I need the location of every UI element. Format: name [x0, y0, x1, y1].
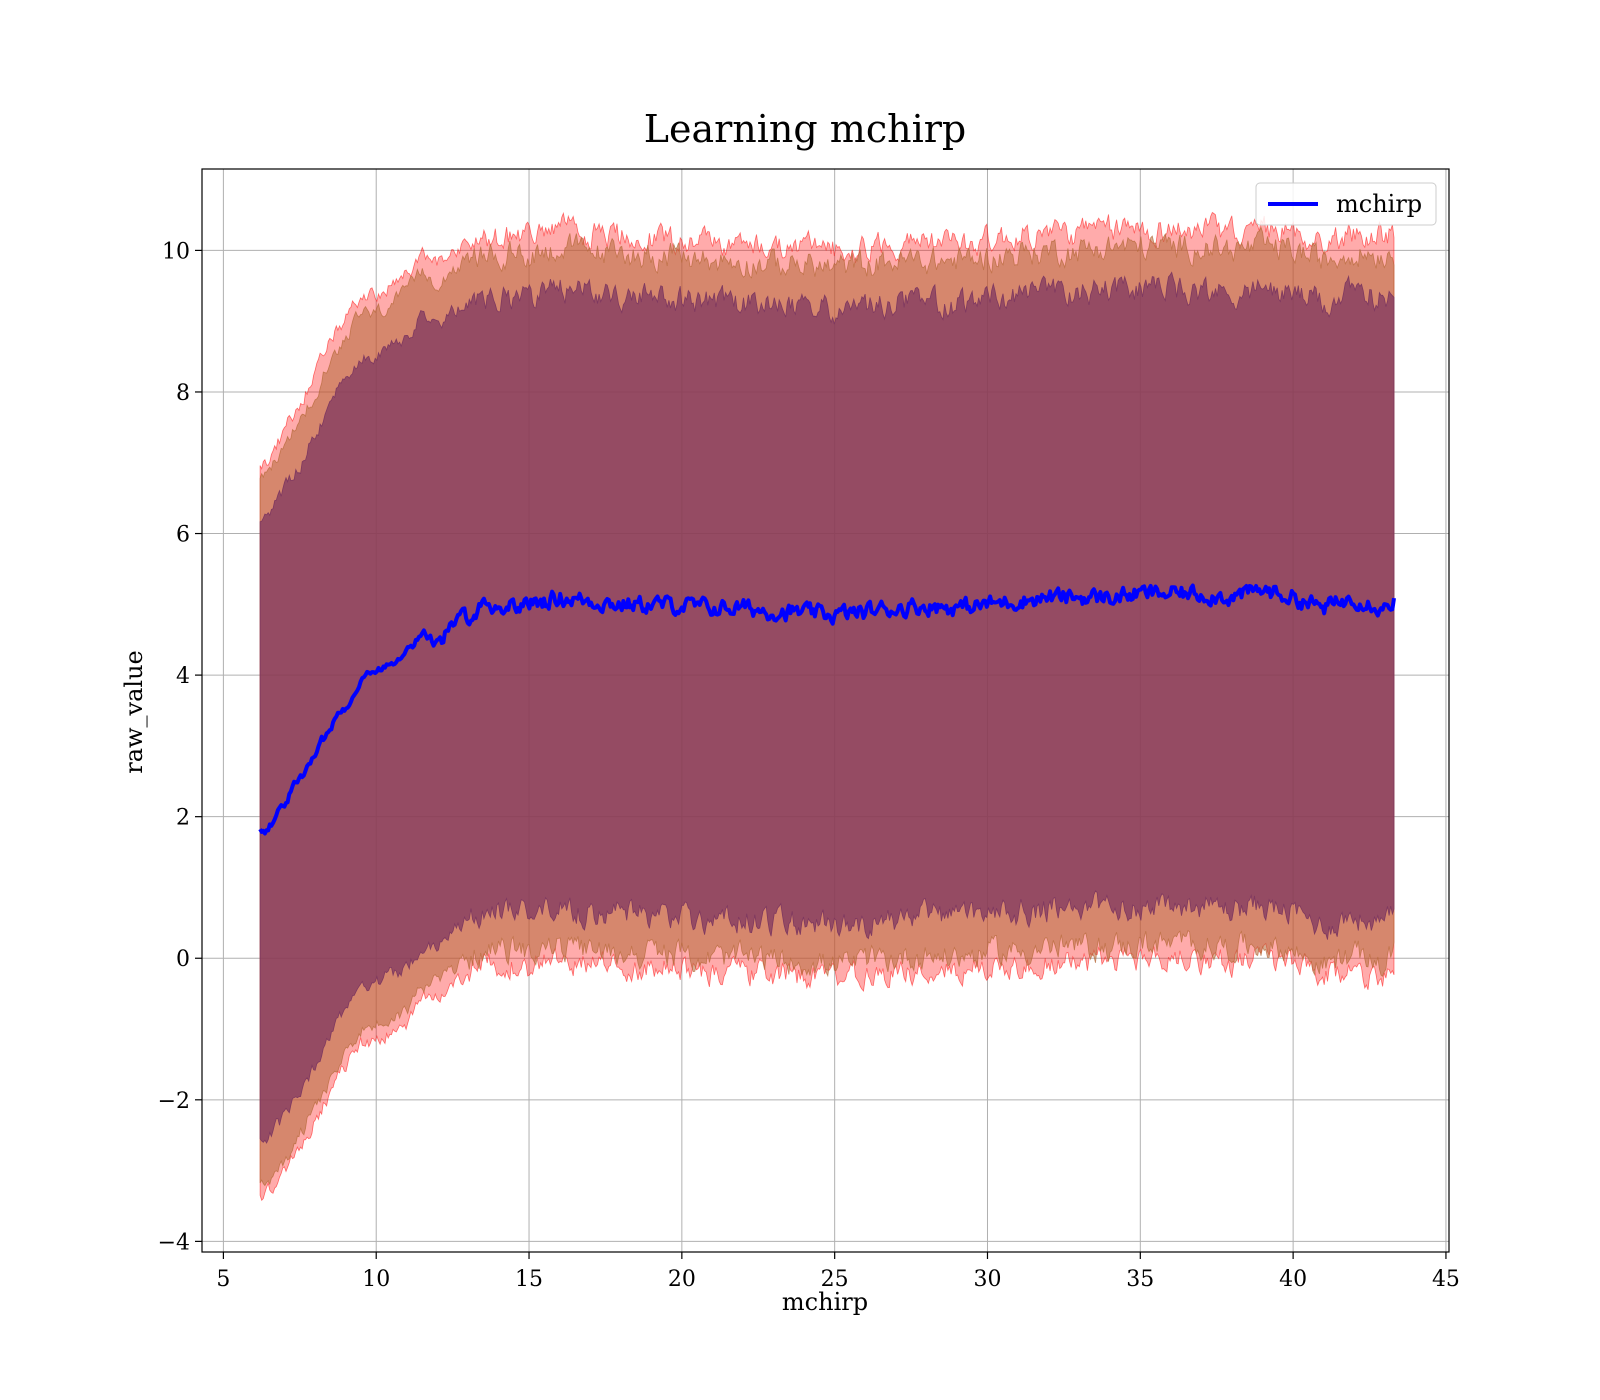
x-tick-label: 45	[1432, 1267, 1460, 1292]
y-tick-label: 8	[176, 381, 190, 406]
x-tick-label: 20	[668, 1267, 696, 1292]
x-tick-label: 25	[821, 1267, 849, 1292]
x-tick-label: 5	[216, 1267, 230, 1292]
lines	[258, 583, 1396, 836]
x-tick-label: 40	[1279, 1267, 1307, 1292]
chart-title: Learning mchirp	[644, 107, 966, 151]
band-inner	[259, 271, 1395, 1144]
y-tick-label: 2	[176, 806, 190, 831]
x-tick-label: 10	[362, 1267, 390, 1292]
series-line-mchirp	[258, 583, 1396, 836]
y-tick-label: −4	[158, 1230, 190, 1255]
x-tick-label: 35	[1126, 1267, 1154, 1292]
bands	[259, 211, 1395, 1202]
y-axis-ticks: −4 −2 0 2 4 6 8 10	[158, 239, 202, 1255]
y-tick-label: 6	[176, 523, 190, 548]
axes-frame	[201, 168, 1450, 1253]
y-tick-label: 4	[176, 664, 190, 689]
x-tick-label: 15	[515, 1267, 543, 1292]
legend: mchirp	[1255, 182, 1437, 226]
x-tick-label: 30	[973, 1267, 1001, 1292]
y-tick-label: 0	[176, 947, 190, 972]
y-tick-label: 10	[162, 239, 190, 264]
x-axis-ticks: 5 10 15 20 25 30 35 40 45	[216, 1252, 1460, 1292]
x-axis-label: mchirp	[782, 1288, 868, 1316]
y-axis-label: raw_value	[120, 650, 148, 774]
legend-box	[1255, 182, 1437, 226]
legend-label-mchirp: mchirp	[1336, 190, 1422, 218]
y-tick-label: −2	[158, 1089, 190, 1114]
